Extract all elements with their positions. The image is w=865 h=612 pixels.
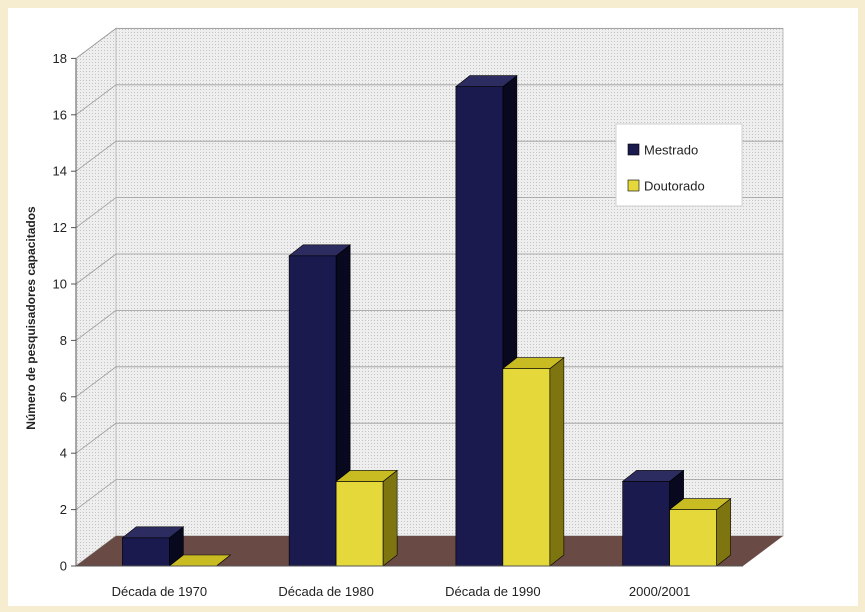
- bar: [668, 497, 732, 567]
- legend-box: [615, 123, 743, 207]
- bar-side: [716, 497, 731, 567]
- bar-front: [288, 255, 337, 567]
- x-tick-label: Década de 1990: [445, 584, 540, 599]
- bar: [502, 356, 565, 567]
- y-axis: [71, 57, 743, 567]
- gridline: [75, 309, 783, 341]
- y-tick-label: 0: [60, 559, 67, 574]
- side-wall: [75, 27, 117, 567]
- bar-top: [121, 526, 185, 539]
- bar: [121, 526, 185, 567]
- x-tick-label: Década de 1970: [112, 584, 207, 599]
- bar-top: [502, 357, 565, 369]
- x-tick-label: 2000/2001: [629, 584, 690, 599]
- back-wall: [115, 27, 784, 537]
- bars: [121, 74, 732, 567]
- legend-label: Doutorado: [644, 179, 705, 194]
- bar-side: [549, 356, 565, 567]
- y-tick-label: 4: [60, 446, 67, 461]
- gridline: [75, 253, 783, 285]
- y-tick-label: 8: [60, 333, 67, 348]
- bar-front: [335, 481, 384, 567]
- x-tick-label: Década de 1980: [278, 584, 373, 599]
- y-tick-label: 6: [60, 389, 67, 404]
- gridline: [75, 27, 783, 59]
- x-tick-labels: Década de 1970 Década de 1980 Década de 19…: [112, 584, 691, 599]
- y-axis-title: Número de pesquisadores capacitados: [24, 206, 38, 430]
- bar-top: [455, 75, 518, 87]
- chart-walls: [75, 27, 784, 567]
- bar-front: [669, 509, 717, 567]
- chart-floor: [76, 536, 783, 566]
- bar-front: [502, 368, 551, 567]
- bar-top: [335, 470, 398, 482]
- gridline: [75, 84, 783, 116]
- legend-swatch: [627, 143, 640, 156]
- y-tick-label: 14: [53, 164, 67, 179]
- bar: [335, 469, 398, 567]
- legend-swatch: [627, 179, 640, 192]
- y-tick-label: 18: [53, 51, 67, 66]
- y-tick-label: 16: [53, 107, 67, 122]
- y-tick-label: 12: [53, 220, 67, 235]
- y-tick-label: 2: [60, 502, 67, 517]
- bar-front: [622, 481, 670, 567]
- bar-top: [288, 244, 351, 257]
- bar-front: [455, 86, 504, 567]
- bar: [621, 469, 685, 567]
- floor-surface: [76, 536, 783, 566]
- y-tick-label: 10: [53, 277, 67, 292]
- gridline: [75, 140, 783, 172]
- bar-front: [122, 537, 170, 567]
- y-tick-labels: 0 2 4 6 8 10 12 14 16 18: [53, 51, 67, 574]
- bar-top: [621, 470, 685, 482]
- bar-top: [668, 498, 732, 510]
- legend-label: Mestrado: [644, 143, 698, 158]
- bar-side: [382, 469, 398, 567]
- bar: [168, 554, 232, 567]
- legend: Mestrado Doutorado: [615, 123, 743, 207]
- chart-figure: 0 2 4 6 8 10 12 14 16 18 Década de 1970 Década de …: [8, 8, 858, 606]
- gridline: [75, 197, 783, 228]
